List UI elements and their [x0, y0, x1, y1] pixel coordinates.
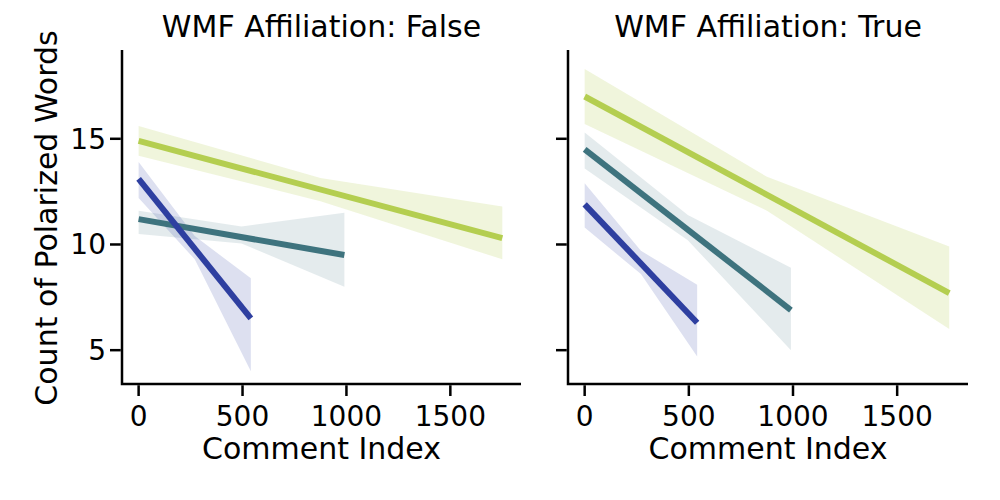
panel-false-title: WMF Affiliation: False	[122, 10, 521, 43]
panel-true-x-axis-label: Comment Index	[568, 432, 968, 465]
x-tick-label: 0	[130, 400, 148, 433]
regression-line-blue-group	[139, 179, 251, 319]
confidence-band-blue-group	[139, 162, 251, 371]
chart-canvas: 0 500 1000 1500 5 10 15 0 500 1000 1500	[0, 0, 1000, 500]
y-tick-label: 10	[70, 228, 106, 261]
x-tick-label: 1500	[862, 400, 933, 433]
x-tick-label: 1000	[757, 400, 828, 433]
x-tick-label: 0	[576, 400, 594, 433]
y-tick-label: 15	[70, 123, 106, 156]
x-tick-label: 500	[662, 400, 715, 433]
figure: 0 500 1000 1500 5 10 15 0 500 1000 1500 WMF Affili…	[0, 0, 1000, 500]
x-tick-label: 1000	[311, 400, 382, 433]
x-tick-label: 500	[216, 400, 269, 433]
y-tick-label: 5	[88, 334, 106, 367]
panel-false-x-axis-label: Comment Index	[122, 432, 521, 465]
x-tick-label: 1500	[415, 400, 486, 433]
y-axis-label: Count of Polarized Words	[30, 30, 63, 405]
panel-true-title: WMF Affiliation: True	[568, 10, 968, 43]
